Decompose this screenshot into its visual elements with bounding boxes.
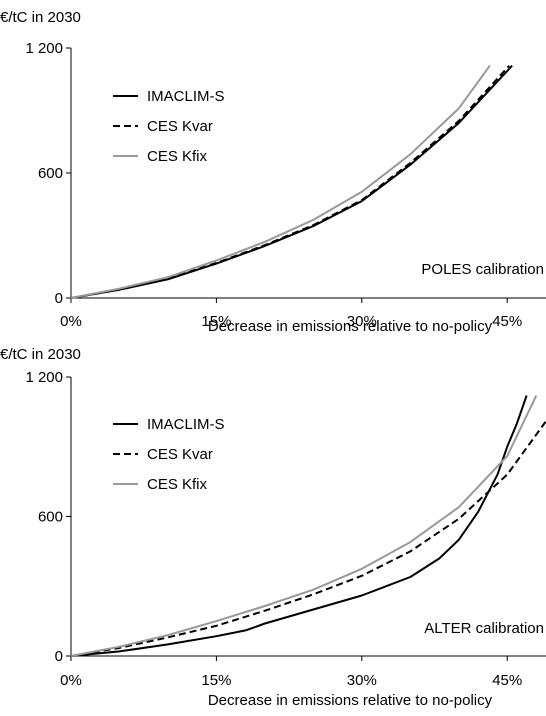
y-tick-label: 1 200 bbox=[25, 40, 63, 57]
series-line-2 bbox=[70, 420, 546, 657]
y-tick-label: 0 bbox=[55, 290, 63, 307]
y-tick-label: 0 bbox=[55, 648, 63, 665]
alter-calibration-chart: €/tC in 2030 ALTER calibration Decrease … bbox=[0, 346, 546, 709]
axis-ticks: 0 600 1 200 0% 15% 30% 45% bbox=[25, 40, 522, 330]
x-tick-label: 0% bbox=[60, 313, 82, 330]
legend-label: CES Kvar bbox=[147, 446, 213, 463]
legend-label: IMACLIM-S bbox=[147, 88, 225, 105]
series-line-3 bbox=[70, 395, 538, 657]
legend-label: CES Kfix bbox=[147, 148, 208, 165]
y-axis-title: €/tC in 2030 bbox=[0, 346, 81, 363]
legend-label: IMACLIM-S bbox=[147, 416, 225, 433]
x-tick-label: 15% bbox=[201, 313, 231, 330]
legend-label: CES Kfix bbox=[147, 476, 208, 493]
y-tick-label: 600 bbox=[38, 509, 63, 526]
series-lines bbox=[70, 395, 546, 657]
x-axis-title: Decrease in emissions relative to no-pol… bbox=[208, 692, 493, 709]
series-line-1 bbox=[70, 395, 528, 657]
x-tick-label: 45% bbox=[492, 313, 522, 330]
x-axis-title: Decrease in emissions relative to no-pol… bbox=[208, 318, 493, 335]
chart-annotation: POLES calibration bbox=[421, 261, 544, 278]
x-tick-label: 30% bbox=[347, 313, 377, 330]
x-tick-label: 15% bbox=[201, 672, 231, 689]
x-tick-label: 30% bbox=[347, 672, 377, 689]
legend-label: CES Kvar bbox=[147, 118, 213, 135]
legend: IMACLIM-S CES Kvar CES Kfix bbox=[113, 416, 225, 493]
chart-annotation: ALTER calibration bbox=[424, 620, 544, 637]
x-tick-label: 45% bbox=[492, 672, 522, 689]
series-lines bbox=[70, 65, 513, 299]
poles-calibration-chart: €/tC in 2030 POLES calibration Decrease … bbox=[0, 9, 546, 335]
series-line-2 bbox=[70, 65, 510, 299]
y-axis-title: €/tC in 2030 bbox=[0, 9, 81, 26]
y-tick-label: 1 200 bbox=[25, 369, 63, 386]
y-tick-label: 600 bbox=[38, 165, 63, 182]
series-line-1 bbox=[70, 65, 513, 299]
x-tick-label: 0% bbox=[60, 672, 82, 689]
legend: IMACLIM-S CES Kvar CES Kfix bbox=[113, 88, 225, 165]
series-line-3 bbox=[70, 65, 491, 299]
axis-ticks: 0 600 1 200 0% 15% 30% 45% bbox=[25, 369, 522, 689]
